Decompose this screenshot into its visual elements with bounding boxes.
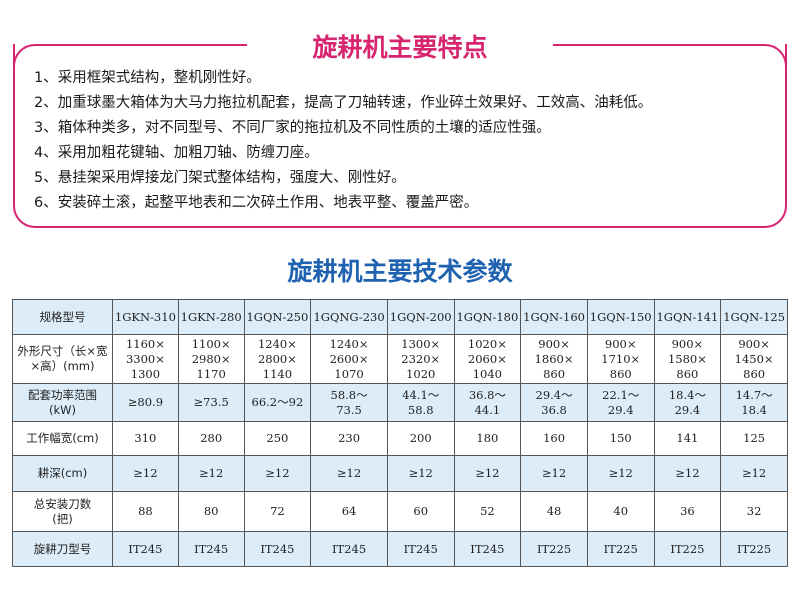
- table-cell: 1GQN-141: [653, 299, 722, 335]
- row-label: 旋耕刀型号: [12, 531, 113, 567]
- table-cell: 36.8～ 44.1: [453, 383, 522, 422]
- table-cell: ≥12: [453, 455, 522, 492]
- table-cell: 150: [586, 421, 655, 456]
- table-cell: 52: [453, 491, 522, 532]
- table-cell: 1240× 2600× 1070: [310, 334, 388, 384]
- table-cell: 14.7～ 18.4: [720, 383, 788, 422]
- feature-item: 6、安装碎土滚，起整平地表和二次碎土作用、地表平整、覆盖严密。: [34, 195, 479, 211]
- table-row: 总安装刀数 (把) 88 80 72 64 60 52 48 40 36 32: [12, 491, 788, 532]
- table-cell: ≥80.9: [112, 383, 179, 422]
- table-cell: 44.1～ 58.8: [386, 383, 455, 422]
- table-cell: 29.4～ 36.8: [520, 383, 588, 422]
- table-cell: IT225: [720, 531, 788, 567]
- table-row: 旋耕刀型号 IT245 IT245 IT245 IT245 IT245 IT245 IT225…: [12, 531, 788, 567]
- table-cell: 280: [177, 421, 245, 456]
- table-cell: IT245: [112, 531, 179, 567]
- features-title: 旋耕机主要特点: [312, 33, 488, 62]
- table-row: 配套功率范围 (kW) ≥80.9 ≥73.5 66.2～92 58.8～ 73.5 44…: [12, 383, 788, 422]
- table-cell: 1GQN-160: [520, 299, 588, 335]
- feature-item: 3、箱体种类多，对不同型号、不同厂家的拖拉机及不同性质的土壤的适应性强。: [34, 120, 551, 136]
- table-cell: 80: [177, 491, 245, 532]
- table-cell: IT225: [586, 531, 655, 567]
- table-cell: ≥73.5: [177, 383, 245, 422]
- table-cell: ≥12: [177, 455, 245, 492]
- table-cell: ≥12: [520, 455, 588, 492]
- row-label: 工作幅宽(cm): [12, 421, 113, 456]
- table-cell: 200: [386, 421, 455, 456]
- table-cell: ≥12: [386, 455, 455, 492]
- table-cell: ≥12: [310, 455, 388, 492]
- features-frame: [13, 44, 787, 228]
- table-cell: ≥12: [112, 455, 179, 492]
- table-cell: 900× 1450× 860: [720, 334, 788, 384]
- table-cell: 22.1～ 29.4: [586, 383, 655, 422]
- table-cell: 32: [720, 491, 788, 532]
- table-cell: 36: [653, 491, 722, 532]
- table-cell: 18.4～ 29.4: [653, 383, 722, 422]
- table-cell: ≥12: [720, 455, 788, 492]
- table-cell: 1GQN-200: [386, 299, 455, 335]
- table-cell: 1160× 3300× 1300: [112, 334, 179, 384]
- table-cell: 1GQN-250: [243, 299, 312, 335]
- table-cell: 1GKN-280: [177, 299, 245, 335]
- table-cell: 180: [453, 421, 522, 456]
- table-cell: ≥12: [653, 455, 722, 492]
- table-cell: IT245: [243, 531, 312, 567]
- frame-top-line-left: [35, 44, 247, 46]
- frame-corner-left: [13, 44, 37, 68]
- row-label: 总安装刀数 (把): [12, 491, 113, 532]
- table-cell: 160: [520, 421, 588, 456]
- table-row: 工作幅宽(cm) 310 280 250 230 200 180 160 150 141 125: [12, 421, 788, 456]
- table-cell: ≥12: [586, 455, 655, 492]
- row-label: 外形尺寸（长×宽×高）(mm): [12, 334, 113, 384]
- table-cell: 1240× 2800× 1140: [243, 334, 312, 384]
- table-cell: 88: [112, 491, 179, 532]
- table-cell: IT245: [453, 531, 522, 567]
- table-cell: 58.8～ 73.5: [310, 383, 388, 422]
- table-cell: IT245: [177, 531, 245, 567]
- table-cell: 230: [310, 421, 388, 456]
- feature-item: 2、加重球墨大箱体为大马力拖拉机配套，提高了刀轴转速，作业碎土效果好、工效高、油…: [34, 95, 653, 111]
- table-cell: 1300× 2320× 1020: [386, 334, 455, 384]
- row-label: 规格型号: [12, 299, 113, 335]
- table-cell: 141: [653, 421, 722, 456]
- table-row: 外形尺寸（长×宽×高）(mm) 1160× 3300× 1300 1100× 298…: [12, 334, 788, 384]
- feature-item: 4、采用加粗花键轴、加粗刀轴、防缠刀座。: [34, 145, 319, 161]
- table-cell: 1100× 2980× 1170: [177, 334, 245, 384]
- row-label: 耕深(cm): [12, 455, 113, 492]
- table-cell: 250: [243, 421, 312, 456]
- table-cell: 60: [386, 491, 455, 532]
- row-label: 配套功率范围 (kW): [12, 383, 113, 422]
- table-cell: 1GQN-180: [453, 299, 522, 335]
- feature-item: 1、采用框架式结构，整机刚性好。: [34, 70, 261, 86]
- table-cell: 1020× 2060× 1040: [453, 334, 522, 384]
- table-cell: 1GQN-125: [720, 299, 788, 335]
- table-cell: ≥12: [243, 455, 312, 492]
- table-cell: 1GQN-150: [586, 299, 655, 335]
- specs-table: 规格型号 1GKN-310 1GKN-280 1GQN-250 1GQNG-230 1GQ…: [12, 299, 788, 567]
- table-cell: 64: [310, 491, 388, 532]
- features-list: 1、采用框架式结构，整机刚性好。 2、加重球墨大箱体为大马力拖拉机配套，提高了刀轴…: [34, 66, 652, 216]
- table-cell: 125: [720, 421, 788, 456]
- feature-item: 5、悬挂架采用焊接龙门架式整体结构，强度大、刚性好。: [34, 170, 406, 186]
- table-cell: 40: [586, 491, 655, 532]
- table-cell: IT225: [520, 531, 588, 567]
- specs-title: 旋耕机主要技术参数: [287, 257, 513, 286]
- table-cell: 1GKN-310: [112, 299, 179, 335]
- table-cell: 310: [112, 421, 179, 456]
- table-cell: 900× 1580× 860: [653, 334, 722, 384]
- table-row: 耕深(cm) ≥12 ≥12 ≥12 ≥12 ≥12 ≥12 ≥12 ≥12 ≥12 ≥12: [12, 455, 788, 492]
- table-cell: 66.2～92: [243, 383, 312, 422]
- table-cell: IT225: [653, 531, 722, 567]
- table-cell: IT245: [386, 531, 455, 567]
- table-cell: 72: [243, 491, 312, 532]
- table-cell: IT245: [310, 531, 388, 567]
- table-cell: 900× 1860× 860: [520, 334, 588, 384]
- table-cell: 1GQNG-230: [310, 299, 388, 335]
- table-row: 规格型号 1GKN-310 1GKN-280 1GQN-250 1GQNG-230 1GQ…: [12, 299, 788, 335]
- frame-top-line-right: [553, 44, 765, 46]
- table-cell: 900× 1710× 860: [586, 334, 655, 384]
- table-cell: 48: [520, 491, 588, 532]
